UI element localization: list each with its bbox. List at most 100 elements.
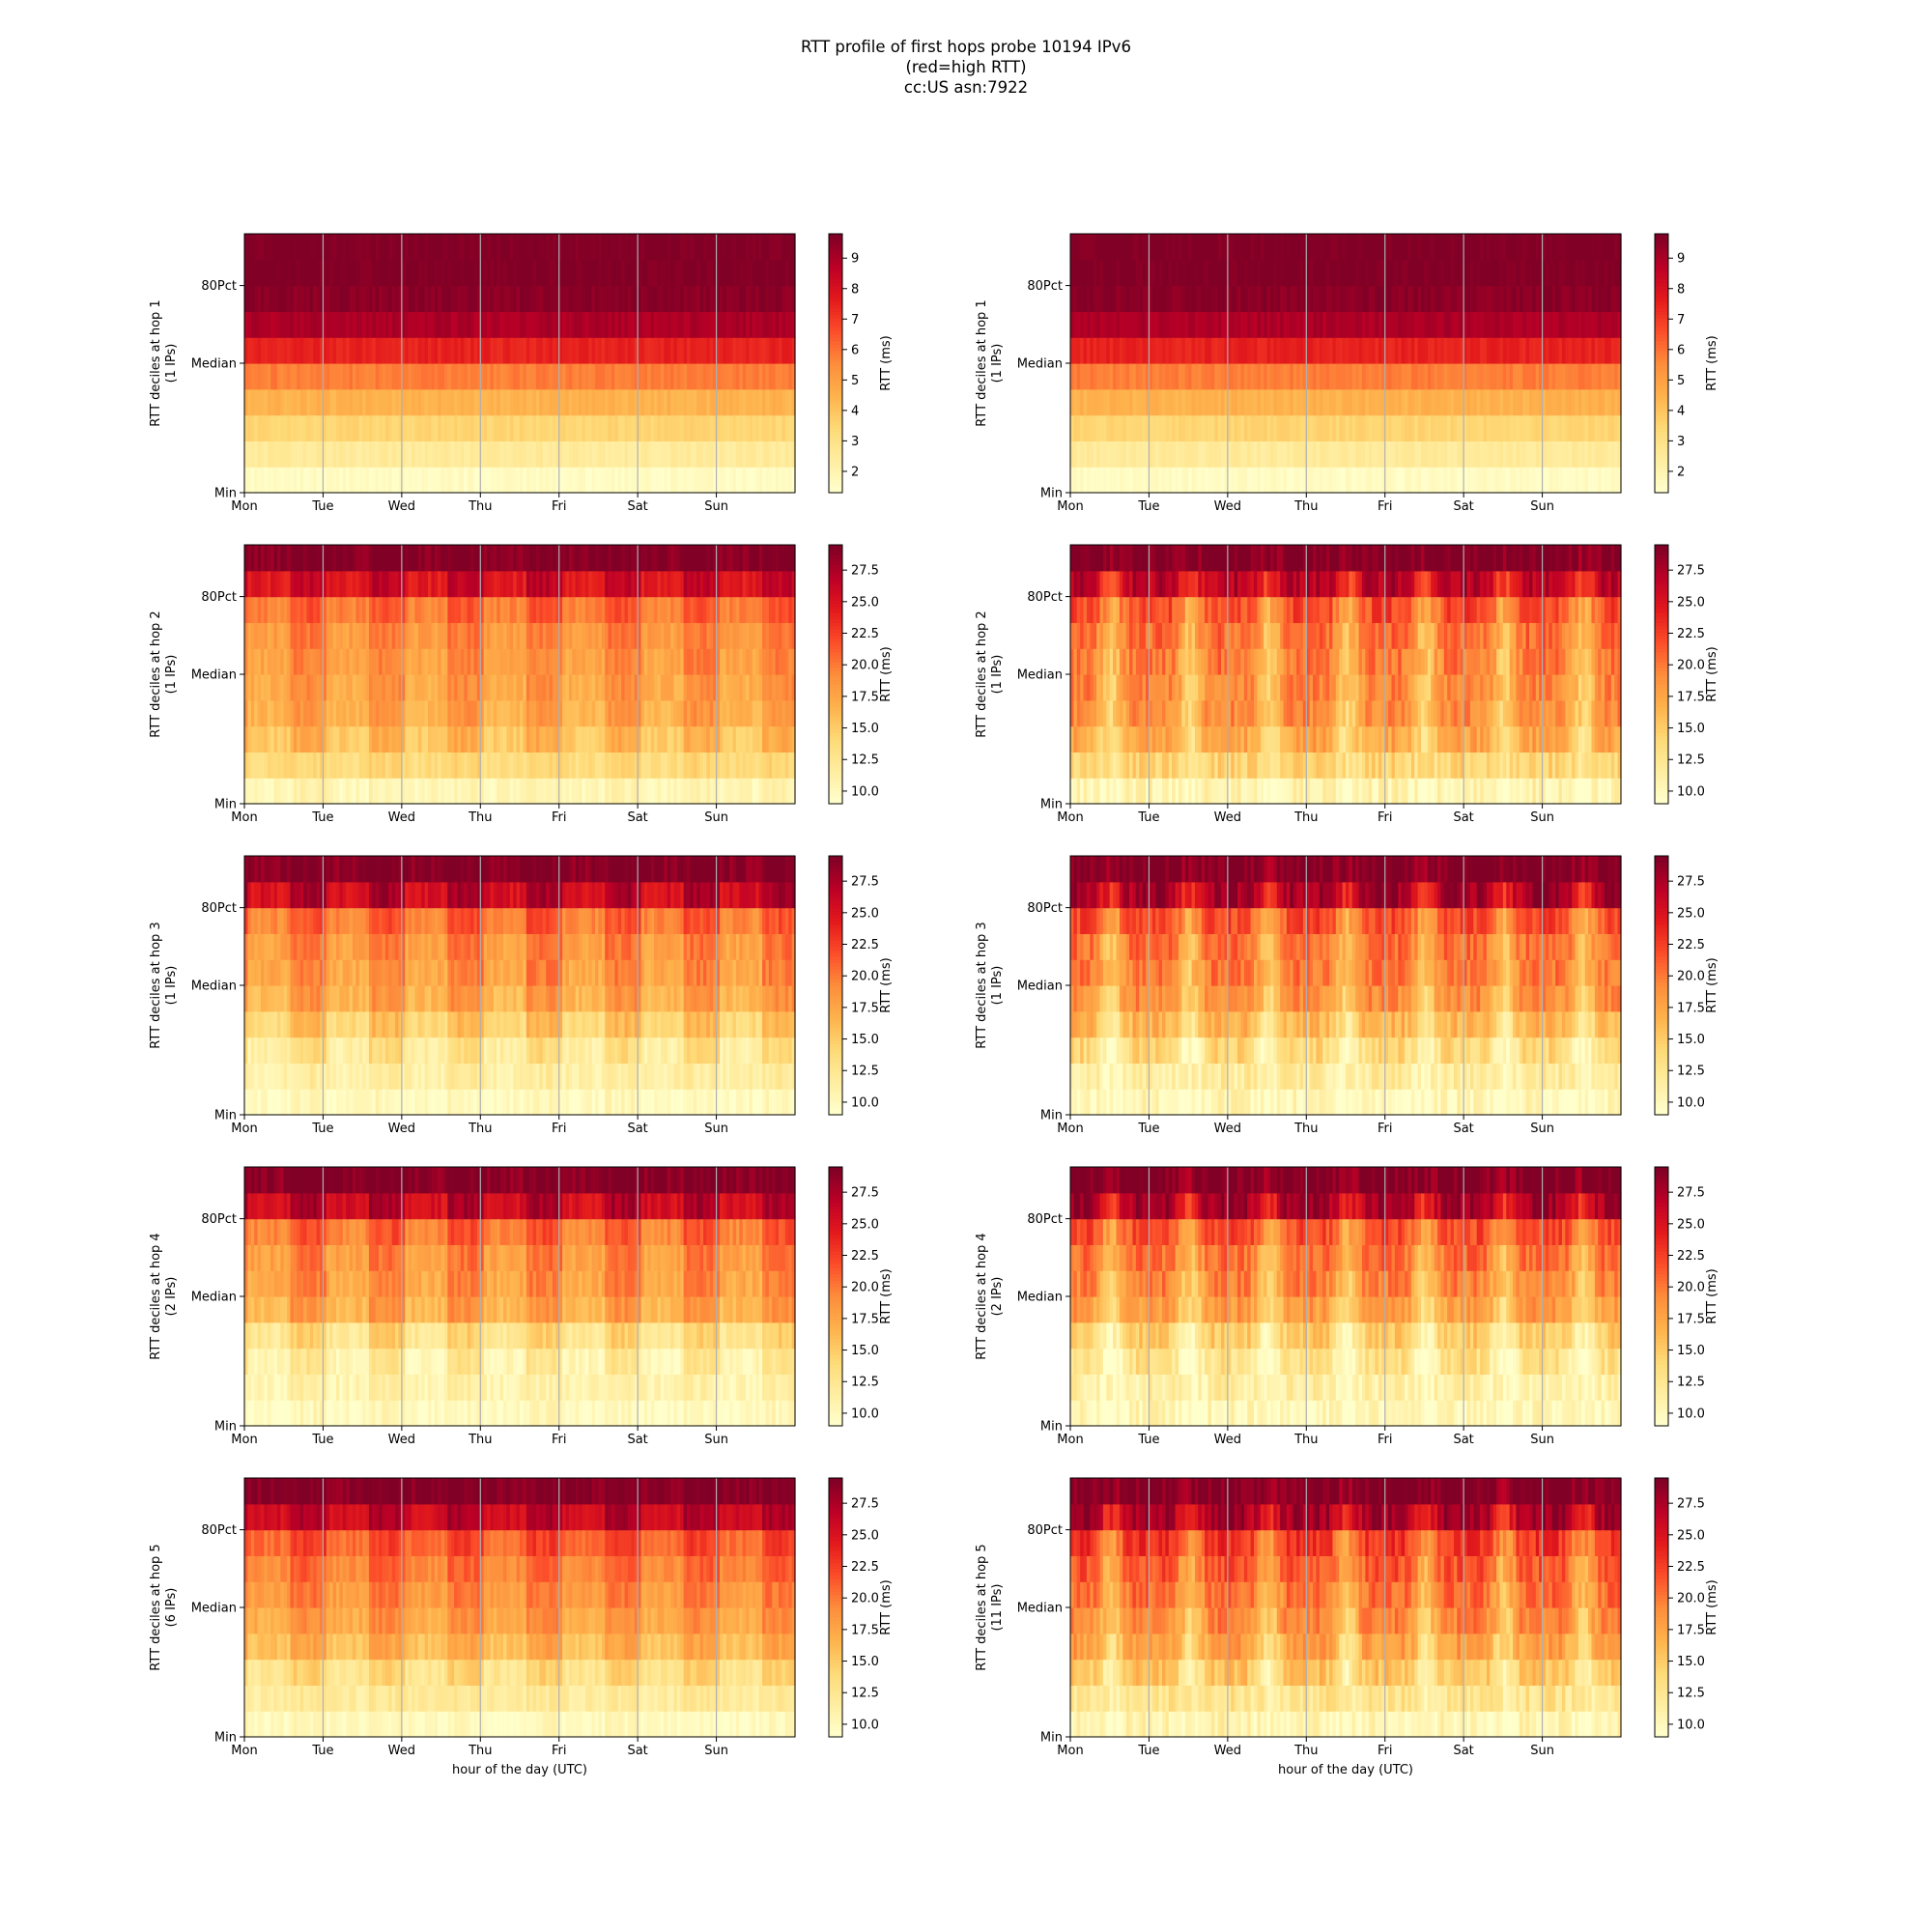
heatmap-cell — [732, 311, 737, 338]
heatmap-cell — [375, 259, 380, 287]
heatmap-cell — [417, 337, 422, 364]
heatmap-cell — [558, 570, 563, 598]
heatmap-cell — [487, 674, 492, 701]
heatmap-cell — [506, 699, 511, 727]
heatmap-cell — [346, 259, 351, 287]
heatmap-cell — [1240, 467, 1245, 494]
heatmap-cell — [664, 778, 668, 805]
heatmap-cell — [709, 388, 714, 416]
heatmap-cell — [1083, 311, 1088, 338]
heatmap-cell — [1381, 259, 1386, 287]
heatmap-cell — [1532, 363, 1537, 390]
heatmap-cell — [640, 363, 645, 390]
heatmap-cell — [611, 337, 615, 364]
heatmap-cell — [1499, 311, 1504, 338]
heatmap-cell — [254, 648, 259, 675]
heatmap-cell — [1237, 467, 1242, 494]
heatmap-cell — [791, 414, 796, 441]
heatmap-cell — [676, 337, 681, 364]
heatmap-cell — [254, 259, 259, 287]
heatmap-cell — [1243, 467, 1248, 494]
heatmap-cell — [1293, 414, 1297, 441]
heatmap-cell — [621, 311, 626, 338]
heatmap-cell — [1306, 388, 1311, 416]
heatmap-cell — [506, 440, 511, 468]
heatmap-cell — [1257, 440, 1262, 468]
heatmap-cell — [513, 388, 518, 416]
heatmap-cell — [673, 725, 678, 753]
heatmap-cell — [401, 388, 406, 416]
heatmap-cell — [398, 337, 403, 364]
heatmap-cell — [605, 699, 610, 727]
heatmap-cell — [739, 467, 744, 494]
colorbar-segment — [1655, 440, 1668, 445]
heatmap-cell — [283, 622, 288, 649]
heatmap-cell — [1502, 234, 1507, 261]
heatmap-cell — [1125, 311, 1130, 338]
heatmap-cell — [1181, 259, 1186, 287]
heatmap-cell — [608, 622, 612, 649]
heatmap-cell — [1391, 414, 1396, 441]
heatmap-cell — [476, 259, 481, 287]
heatmap-cell — [1605, 467, 1609, 494]
heatmap-cell — [323, 752, 327, 779]
heatmap-cell — [719, 363, 724, 390]
heatmap-cell — [1437, 337, 1441, 364]
heatmap-cell — [1135, 414, 1140, 441]
heatmap-cell — [1093, 337, 1097, 364]
heatmap-cell — [438, 752, 442, 779]
heatmap-cell — [591, 622, 596, 649]
heatmap-cell — [1188, 388, 1193, 416]
heatmap-cell — [287, 234, 292, 261]
heatmap-cell — [532, 363, 537, 390]
heatmap-cell — [654, 440, 659, 468]
heatmap-cell — [1325, 337, 1330, 364]
heatmap-cell — [1290, 311, 1294, 338]
heatmap-cell — [1240, 414, 1245, 441]
heatmap-cell — [752, 467, 756, 494]
heatmap-cell — [303, 752, 308, 779]
heatmap-cell — [1581, 467, 1586, 494]
heatmap-cell — [313, 725, 318, 753]
heatmap-cell — [384, 388, 389, 416]
heatmap-cell — [1417, 363, 1422, 390]
heatmap-cell — [358, 259, 363, 287]
heatmap-cell — [1083, 259, 1088, 287]
heatmap-cell — [1299, 337, 1304, 364]
heatmap-cell — [293, 752, 298, 779]
heatmap-cell — [1607, 388, 1612, 416]
heatmap-cell — [417, 699, 422, 727]
heatmap-cell — [758, 388, 763, 416]
colorbar-segment — [1655, 278, 1668, 283]
heatmap-cell — [1584, 311, 1589, 338]
heatmap-cell — [447, 622, 452, 649]
heatmap-cell — [1483, 259, 1488, 287]
heatmap-cell — [1339, 440, 1344, 468]
heatmap-cell — [526, 545, 530, 572]
heatmap-cell — [1588, 414, 1593, 441]
heatmap-cell — [499, 311, 504, 338]
heatmap-cell — [450, 752, 455, 779]
heatmap-cell — [1351, 388, 1356, 416]
heatmap-cell — [346, 234, 351, 261]
heatmap-cell — [601, 699, 606, 727]
heatmap-cell — [768, 259, 773, 287]
heatmap-cell — [352, 674, 356, 701]
heatmap-cell — [460, 778, 465, 805]
heatmap-cell — [1388, 311, 1393, 338]
heatmap-cell — [1463, 285, 1468, 312]
heatmap-cell — [388, 388, 393, 416]
heatmap-cell — [316, 622, 321, 649]
heatmap-cell — [1083, 234, 1088, 261]
heatmap-cell — [434, 752, 439, 779]
heatmap-cell — [467, 467, 471, 494]
heatmap-cell — [1293, 440, 1297, 468]
heatmap-cell — [627, 234, 632, 261]
heatmap-cell — [1368, 363, 1373, 390]
heatmap-cell — [414, 570, 419, 598]
heatmap-cell — [647, 570, 652, 598]
heatmap-cell — [1460, 440, 1464, 468]
heatmap-cell — [470, 440, 475, 468]
heatmap-cell — [1480, 259, 1485, 287]
